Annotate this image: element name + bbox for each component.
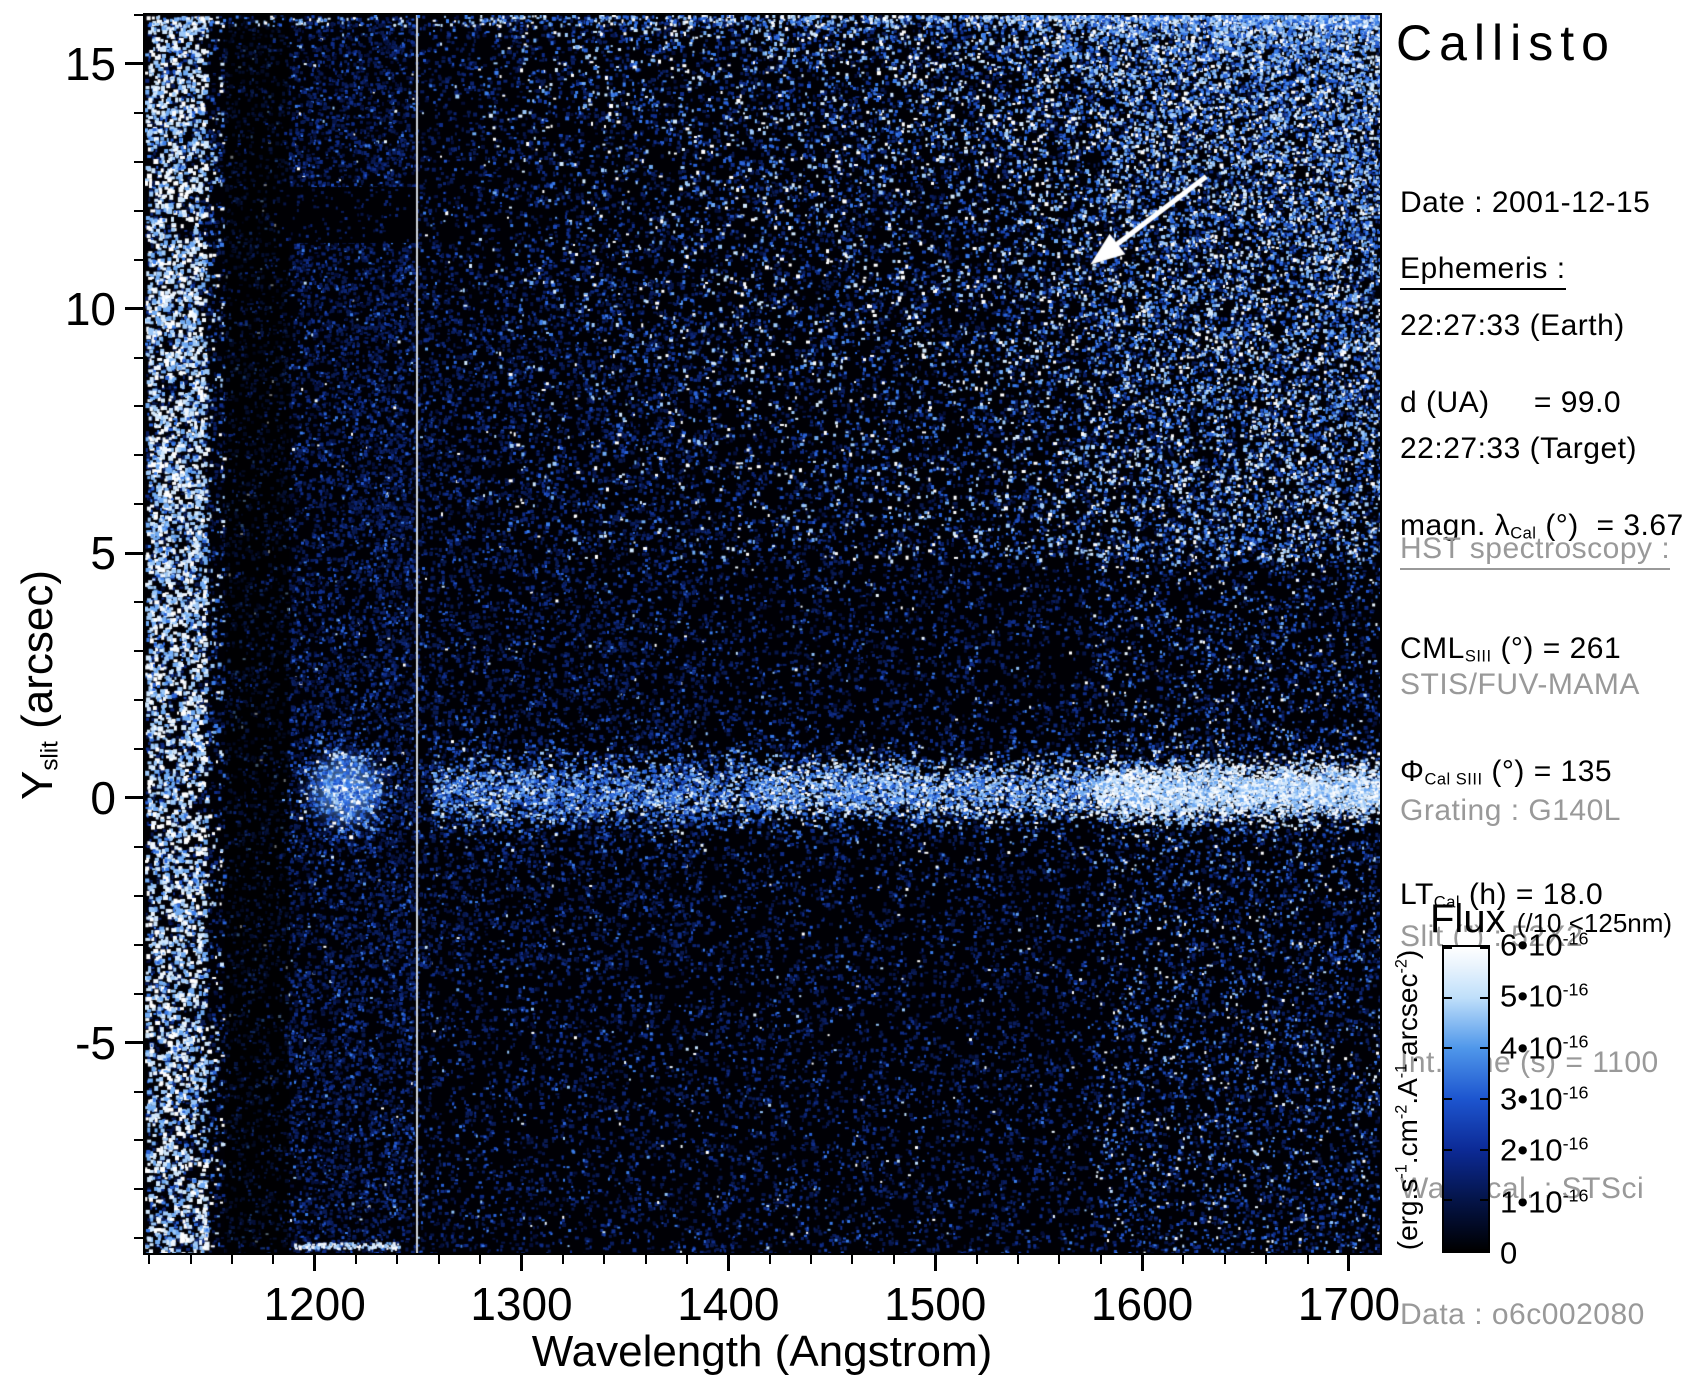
hst-row-slit: Slit (") : 52X2 (1400, 920, 1584, 953)
hst-spectroscopy-heading: HST spectroscopy : (1400, 532, 1671, 570)
hst-row-instrument: STIS/FUV-MAMA (1400, 668, 1640, 701)
colorbar-unit-label: (erg.s-1.cm-2.A-1.arcsec-2) (1392, 949, 1423, 1251)
hst-row-grating: Grating : G140L (1400, 794, 1621, 827)
ephemeris-row-distance: d (UA) = 99.0 (1400, 386, 1622, 419)
colorbar-tick-labels: 6•10-16 5•10-16 4•10-16 3•10-16 2•10-16 … (1500, 929, 1680, 1271)
y-axis-tick-labels: -5 0 5 10 15 (24, 0, 116, 1385)
colorbar-tick: 3•10-16 (1500, 1081, 1589, 1117)
x-axis-title: Wavelength (Angstrom) (531, 1327, 993, 1376)
ephemeris-row-local-time: LTCal (h) = 18.0 (1400, 878, 1604, 912)
plot-area (143, 13, 1382, 1255)
colorbar-tick: 5•10-16 (1500, 978, 1589, 1014)
colorbar-tick: 1•10-16 (1500, 1184, 1589, 1220)
ephemeris-row-cml: CMLSIII (°) = 261 (1400, 632, 1622, 666)
y-tick-label: 0 (90, 771, 116, 824)
figure-title: Callisto (1396, 15, 1616, 71)
colorbar-tick: 6•10-16 (1500, 927, 1589, 963)
ephemeris-heading: Ephemeris : (1400, 252, 1566, 290)
colorbar-tick: 0 (1500, 1235, 1518, 1271)
colorbar-tick: 2•10-16 (1500, 1132, 1589, 1168)
colorbar-tick: 4•10-16 (1500, 1030, 1589, 1066)
y-tick-label: 5 (90, 527, 116, 580)
y-tick-label: -5 (75, 1016, 116, 1069)
observation-info: Date : 2001-12-15 22:27:33 (Earth) 22:27… (1400, 100, 1650, 551)
hst-row-data-id: Data : o6c002080 (1400, 1298, 1645, 1331)
x-tick-label: 1600 (1090, 1278, 1194, 1330)
ephemeris-rows: d (UA) = 99.0 magn. λCal (°) = 3.67 CMLS… (1400, 300, 1683, 997)
x-tick-label: 1700 (1297, 1278, 1401, 1330)
x-tick-label: 1300 (470, 1278, 573, 1330)
flux-colorbar (1442, 945, 1490, 1253)
observation-time-target: 22:27:33 (Target) (1400, 432, 1637, 465)
x-axis-tick-labels: 1200 1300 1400 1500 1600 1700 (0, 1277, 1683, 1337)
ephemeris-row-magn-lambda: magn. λCal (°) = 3.67 (1400, 509, 1683, 543)
y-tick-label: 15 (64, 37, 116, 90)
spectral-image-canvas (145, 15, 1380, 1253)
colorbar-title: Flux (/10 <125nm) (1430, 897, 1673, 941)
x-tick-label: 1400 (677, 1278, 780, 1330)
x-tick-label: 1500 (884, 1278, 987, 1330)
x-tick-label: 1200 (263, 1278, 366, 1330)
observation-time-earth: 22:27:33 (Earth) (1400, 309, 1625, 342)
colorbar-note: (/10 <125nm) (1516, 908, 1673, 938)
hst-spectroscopy-rows: STIS/FUV-MAMA Grating : G140L Slit (") :… (1400, 580, 1659, 1385)
ephemeris-row-phi: ΦCal SIII (°) = 135 (1400, 755, 1613, 789)
y-tick-label: 10 (64, 282, 116, 335)
observation-date: Date : 2001-12-15 (1400, 186, 1651, 219)
y-axis-title: Yslit (arcsec) (13, 569, 64, 801)
